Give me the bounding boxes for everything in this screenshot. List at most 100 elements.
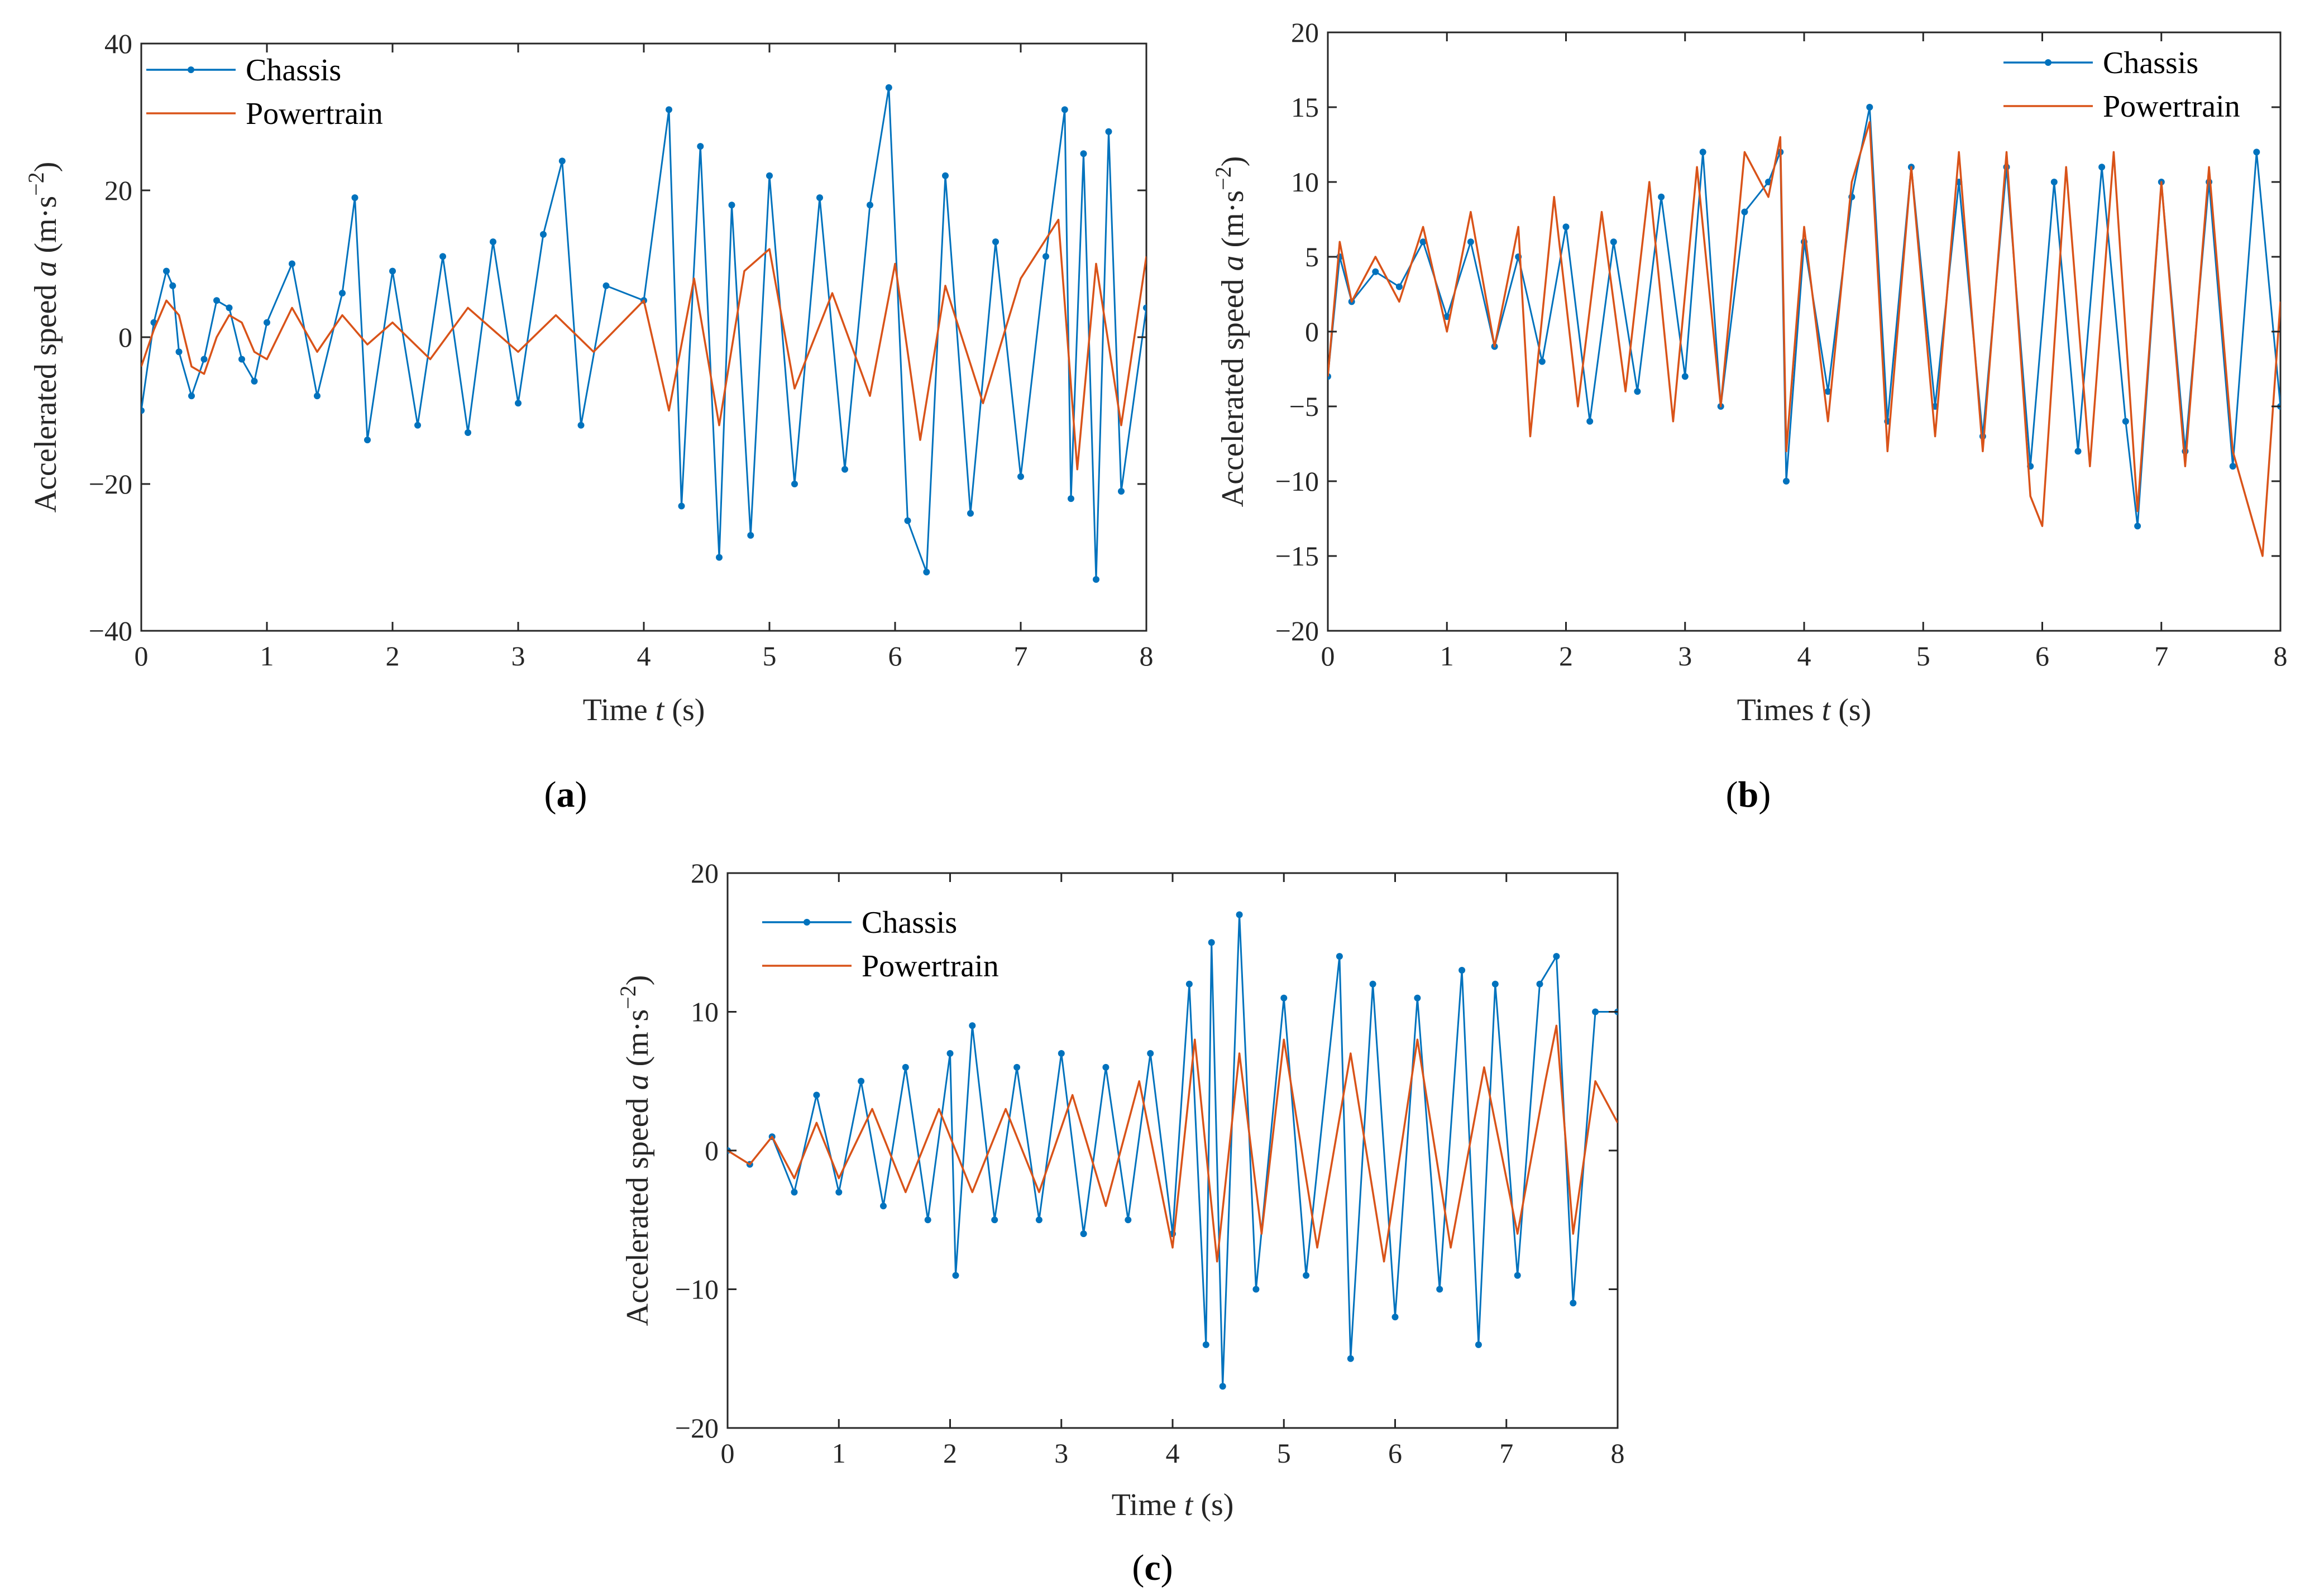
panel-a-chassis-point — [1143, 304, 1146, 311]
panel-a-chassis-point — [188, 392, 195, 400]
panel-a-series-group — [141, 84, 1146, 583]
panel-b-chassis-point — [1586, 418, 1594, 425]
panel-c-chassis-point — [1475, 1341, 1482, 1348]
panel-b-chassis-point — [1467, 238, 1474, 246]
panel-a-legend-marker — [188, 66, 194, 73]
panel-a-chassis-point — [289, 260, 295, 267]
panel-c-chassis-point — [1391, 1314, 1399, 1321]
panel-a-chassis-point — [577, 421, 585, 429]
panel-b-plot-area — [1327, 31, 2282, 632]
panel-a-label: (a) — [544, 774, 587, 815]
panel-c-chassis-point — [1491, 980, 1499, 988]
panel-a-chassis-point — [747, 532, 754, 539]
panel-b-xtick-label: 0 — [1321, 640, 1335, 672]
panel-c-chassis-point — [835, 1188, 843, 1196]
panel-b-ytick-label: 20 — [1291, 17, 1319, 48]
panel-b-ytick-label: −20 — [1275, 615, 1319, 646]
panel-c-xtick-label: 5 — [1277, 1437, 1291, 1469]
panel-b-ytick-label: −5 — [1289, 391, 1319, 422]
panel-b-xtick-label: 7 — [2154, 640, 2168, 672]
panel-c-ytick-label: −20 — [675, 1412, 719, 1444]
panel-a-chassis-point — [1080, 150, 1087, 157]
panel-c-ytick-label: 0 — [705, 1135, 719, 1166]
panel-c-legend: Chassis Powertrain — [762, 905, 999, 984]
panel-c-chassis-point — [1570, 1300, 1577, 1307]
panel-c-xtick-label: 8 — [1611, 1437, 1625, 1469]
panel-a-xtick-label: 7 — [1014, 640, 1028, 672]
panel-b-xlabel: Times t (s) — [1737, 693, 1872, 727]
panel-a-legend-label-powertrain: Powertrain — [246, 97, 383, 131]
panel-a-chassis-point — [1118, 488, 1125, 495]
panel-a-chassis-point — [515, 400, 522, 407]
panel-c-xtick-label: 7 — [1499, 1437, 1513, 1469]
panel-b-chassis-point — [1372, 268, 1379, 275]
panel-c-chassis-point — [1058, 1050, 1065, 1057]
panel-a-chassis-point — [439, 253, 446, 260]
panel-b-ytick-label: 15 — [1291, 92, 1319, 123]
panel-a-chassis-point — [816, 194, 823, 202]
panel-a-chassis-point — [697, 143, 704, 150]
panel-b-ytick-label: −15 — [1275, 540, 1319, 572]
panel-a-chassis-point — [389, 267, 396, 275]
panel-c-chassis-point — [1336, 953, 1343, 960]
panel-a-ytick-label: 0 — [118, 322, 132, 353]
panel-c-chassis-point — [1592, 1008, 1599, 1015]
panel-c-chassis-point — [1553, 953, 1560, 960]
panel-c-chassis-point — [1369, 980, 1376, 988]
panel-a-ytick-label: 40 — [104, 28, 132, 59]
panel-b-series-group — [1328, 104, 2280, 557]
panel-a-chassis-point — [264, 319, 270, 326]
panel-c: 0 1 2 3 4 5 6 7 8 −20 −10 0 10 20 Chassis Powertrain T… — [615, 857, 1625, 1588]
panel-b: 0 1 2 3 4 5 6 7 8 −20 −15 −10 −5 0 5 10 15 20 Chassis Powe… — [1211, 17, 2288, 815]
panel-a-xtick-label: 8 — [1140, 640, 1154, 672]
panel-a-xtick-label: 5 — [763, 640, 777, 672]
panel-c-chassis-point — [1236, 911, 1243, 918]
panel-a-chassis-point — [1042, 253, 1049, 260]
panel-c-chassis-point — [791, 1188, 798, 1196]
panel-a-xtick-label: 2 — [386, 640, 400, 672]
panel-a-plot-area — [140, 42, 1147, 632]
panel-a-ylabel: Accelerated speed a (m·s−2) — [23, 162, 63, 513]
panel-a-chassis-point — [728, 202, 735, 209]
panel-c-chassis-point — [1347, 1355, 1354, 1362]
panel-c-chassis-point — [1458, 967, 1466, 974]
panel-b-chassis-point — [2229, 463, 2236, 470]
panel-b-chassis-point — [2050, 179, 2058, 185]
panel-c-chassis-point — [1252, 1286, 1260, 1293]
panel-a-chassis-point — [163, 267, 170, 275]
panel-a-chassis-point — [364, 437, 371, 444]
panel-b-xtick-label: 3 — [1678, 640, 1692, 672]
panel-c-chassis-point — [1514, 1272, 1521, 1279]
panel-c-chassis-point — [1185, 980, 1193, 988]
panel-c-chassis-point — [858, 1077, 865, 1085]
panel-a-chassis-point — [169, 282, 176, 289]
panel-a-chassis-point — [885, 84, 892, 91]
panel-b-legend-marker — [2045, 59, 2051, 66]
panel-b-xtick-label: 2 — [1559, 640, 1573, 672]
panel-a-chassis-point — [1105, 128, 1112, 135]
panel-b-chassis-point — [1699, 148, 1706, 156]
panel-b-chassis-point — [1419, 238, 1427, 246]
panel-a-chassis-point — [314, 392, 321, 400]
panel-a-series-powertrain-line — [141, 218, 1146, 471]
panel-a-chassis-point — [791, 481, 798, 487]
panel-b-chassis-point — [1634, 388, 1641, 395]
panel-b-ytick-label: 0 — [1305, 316, 1319, 347]
panel-c-chassis-point — [1219, 1383, 1226, 1390]
panel-c-chassis-point — [952, 1272, 959, 1279]
panel-b-chassis-point — [1610, 238, 1617, 246]
panel-c-chassis-point — [1202, 1341, 1209, 1348]
panel-a-chassis-point — [339, 290, 346, 297]
panel-c-chassis-point — [969, 1022, 976, 1029]
panel-a-chassis-point — [465, 429, 471, 436]
panel-b-xtick-label: 8 — [2274, 640, 2288, 672]
panel-c-chassis-point — [1013, 1063, 1021, 1071]
panel-a-chassis-point — [602, 282, 610, 289]
panel-c-chassis-point — [1080, 1230, 1087, 1238]
panel-c-chassis-point — [1303, 1272, 1310, 1279]
panel-a-chassis-point — [251, 377, 258, 385]
panel-c-ticks: 0 1 2 3 4 5 6 7 8 −20 −10 0 10 20 — [675, 857, 1625, 1469]
panel-b-chassis-point — [1866, 104, 1873, 111]
panel-b-chassis-point — [2122, 418, 2129, 425]
panel-a-chassis-point — [238, 356, 245, 363]
